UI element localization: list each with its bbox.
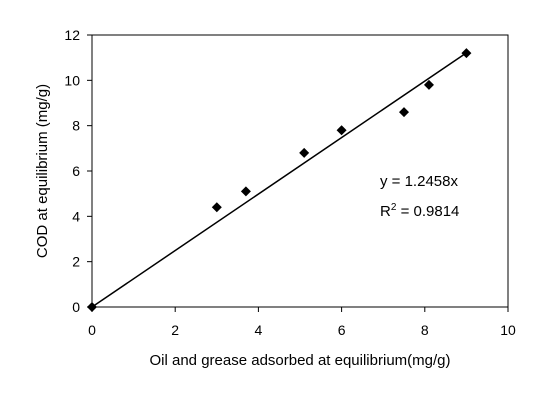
trendline — [91, 52, 467, 308]
data-point — [423, 79, 434, 90]
trendline-group — [91, 52, 467, 308]
y-tick-label: 12 — [64, 27, 80, 43]
x-tick-label: 4 — [255, 322, 263, 338]
r-squared-label: R2 = 0.9814 — [380, 202, 459, 220]
y-axis-title: COD at equilibrium (mg/g) — [34, 84, 51, 258]
y-axis: 0 2 4 6 8 10 12 — [64, 27, 92, 315]
data-point — [87, 302, 97, 312]
r-squared-superscript: 2 — [391, 202, 397, 213]
plot-area — [91, 34, 509, 308]
y-tick-label: 2 — [72, 254, 80, 270]
x-tick-label: 0 — [88, 322, 96, 338]
y-tick-label: 10 — [64, 72, 80, 88]
y-tick-label: 0 — [72, 299, 80, 315]
x-tick-label: 6 — [338, 322, 346, 338]
data-point — [240, 186, 251, 197]
data-point — [461, 48, 472, 59]
equation-label: y = 1.2458x — [380, 173, 458, 190]
x-tick-label: 8 — [421, 322, 429, 338]
data-point — [399, 107, 409, 118]
data-points — [87, 48, 472, 312]
x-tick-label: 10 — [500, 322, 516, 338]
y-tick-label: 6 — [72, 163, 80, 179]
data-point — [211, 202, 222, 213]
y-tick-label: 4 — [72, 208, 80, 224]
x-tick-label: 2 — [171, 322, 179, 338]
data-point — [299, 147, 310, 158]
x-axis: 0 2 4 6 8 10 — [88, 307, 516, 338]
x-axis-title: Oil and grease adsorbed at equilibrium(m… — [150, 352, 451, 369]
data-point — [336, 125, 347, 136]
y-tick-label: 8 — [72, 118, 80, 134]
